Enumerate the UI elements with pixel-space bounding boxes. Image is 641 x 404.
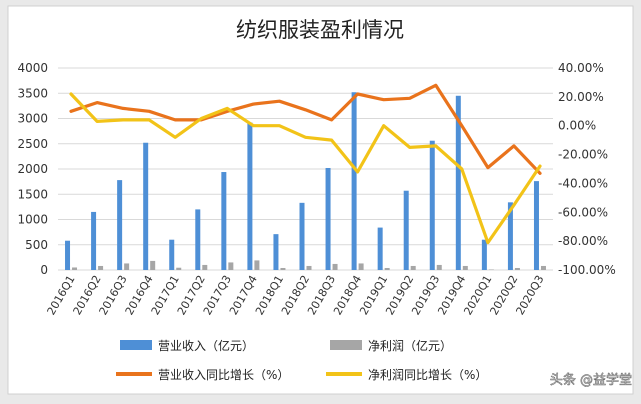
- bar-net-profit: [176, 267, 182, 270]
- bar-net-profit: [280, 267, 286, 270]
- bar-net-profit: [514, 267, 520, 270]
- watermark-text: 头条 @益学堂: [550, 372, 632, 388]
- left-tick-label: 3500: [17, 86, 48, 100]
- bar-revenue: [533, 181, 539, 270]
- right-tick-label: 20.00%: [558, 90, 604, 104]
- bar-net-profit: [436, 264, 442, 270]
- right-tick-label: 40.00%: [558, 61, 604, 75]
- bar-net-profit: [540, 265, 546, 270]
- left-tick-label: 4000: [17, 61, 48, 75]
- bar-net-profit: [124, 263, 130, 270]
- bar-net-profit: [358, 263, 364, 270]
- legend-swatch-revenue: [120, 340, 152, 350]
- bar-revenue: [195, 209, 201, 270]
- line-revenue-growth: [69, 83, 542, 175]
- bar-revenue: [403, 190, 409, 270]
- bar-revenue: [377, 227, 383, 270]
- bar-revenue: [455, 95, 461, 271]
- bar-revenue: [325, 167, 331, 270]
- right-tick-label: -20.00%: [558, 148, 608, 162]
- right-tick-label: 0.00%: [558, 119, 596, 133]
- legend-swatch-profit: [330, 340, 362, 350]
- bar-revenue: [117, 180, 123, 270]
- left-tick-label: 1000: [17, 213, 48, 227]
- bar-net-profit: [72, 267, 78, 270]
- left-tick-label: 500: [25, 238, 48, 252]
- bar-net-profit: [306, 265, 312, 270]
- left-tick-label: 2000: [17, 162, 48, 176]
- right-tick-label: -100.00%: [558, 263, 616, 277]
- bar-net-profit: [254, 260, 260, 270]
- right-tick-label: -60.00%: [558, 205, 608, 219]
- bar-revenue: [65, 240, 71, 270]
- bar-revenue: [507, 202, 513, 270]
- line-profit-growth: [69, 92, 542, 245]
- legend-label-revenue-growth: 营业收入同比增长（%）: [158, 368, 289, 382]
- bar-net-profit: [462, 265, 468, 270]
- right-tick-label: -40.00%: [558, 176, 608, 190]
- bar-revenue: [91, 211, 97, 270]
- bar-net-profit: [384, 267, 390, 270]
- chart-background: [7, 5, 634, 395]
- bar-net-profit: [98, 265, 104, 270]
- legend-label-revenue: 营业收入（亿元）: [158, 338, 254, 353]
- chart-title: 纺织服装盈利情况: [236, 18, 404, 42]
- bar-revenue: [429, 140, 435, 270]
- bar-net-profit: [488, 269, 494, 270]
- watermark: 头条 @益学堂: [550, 372, 633, 389]
- left-tick-label: 1500: [17, 187, 48, 201]
- bar-revenue: [247, 122, 253, 270]
- bar-revenue: [273, 234, 279, 270]
- bar-revenue: [221, 172, 227, 270]
- bar-revenue: [143, 142, 149, 270]
- bar-series: [65, 92, 546, 271]
- bar-net-profit: [150, 260, 156, 270]
- left-tick-label: 2500: [17, 137, 48, 151]
- bar-revenue: [299, 202, 305, 270]
- left-tick-label: 0: [40, 263, 48, 277]
- bar-net-profit: [228, 262, 234, 270]
- bar-revenue: [351, 92, 357, 271]
- legend: 营业收入（亿元） 净利润（亿元） 营业收入同比增长（%） 净利润同比增长（%）: [116, 338, 487, 382]
- bar-net-profit: [410, 265, 416, 270]
- bar-revenue: [169, 239, 175, 270]
- left-tick-label: 3000: [17, 112, 48, 126]
- line-series: [69, 83, 542, 245]
- bar-net-profit: [202, 264, 208, 270]
- right-axis-ticks: -100.00% -80.00% -60.00% -40.00% -20.00% 0.00…: [558, 61, 616, 277]
- legend-label-profit: 净利润（亿元）: [368, 338, 452, 353]
- right-tick-label: -80.00%: [558, 234, 608, 248]
- bar-revenue: [481, 239, 487, 270]
- bar-net-profit: [332, 263, 338, 270]
- legend-label-profit-growth: 净利润同比增长（%）: [368, 368, 487, 382]
- left-axis-ticks: 0 500 1000 1500 2000 2500 3000 3500 4000: [17, 61, 48, 277]
